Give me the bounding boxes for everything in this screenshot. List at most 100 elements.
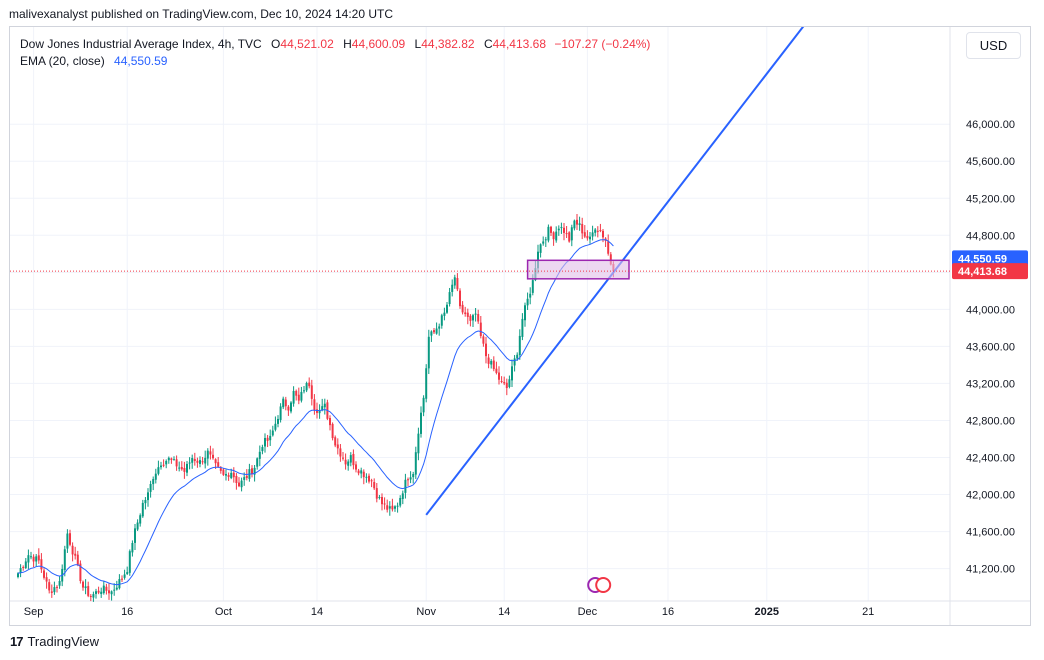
y-tick-label: 45,200.00 bbox=[966, 193, 1015, 205]
candle-body bbox=[360, 470, 363, 474]
y-tick-label: 42,000.00 bbox=[966, 490, 1015, 502]
candle-body bbox=[401, 493, 404, 500]
candle-body bbox=[329, 417, 331, 426]
candle-body bbox=[336, 444, 339, 449]
candle-body bbox=[193, 458, 196, 462]
candle-body bbox=[183, 467, 186, 472]
x-tick-label: Nov bbox=[416, 606, 436, 618]
candle-body bbox=[404, 479, 407, 493]
candle-body bbox=[370, 480, 373, 482]
candle-body bbox=[40, 559, 43, 570]
candle-body bbox=[552, 232, 555, 240]
candle-body bbox=[149, 484, 152, 492]
candle-body bbox=[521, 318, 524, 337]
candle-body bbox=[279, 406, 282, 420]
candle-body bbox=[464, 312, 467, 315]
candle-body bbox=[412, 474, 415, 478]
candle-body bbox=[303, 390, 305, 392]
candle-body bbox=[105, 586, 108, 591]
candle-body bbox=[121, 578, 123, 580]
candle-body bbox=[427, 336, 430, 369]
candle-body bbox=[157, 467, 160, 474]
candle-body bbox=[152, 479, 155, 485]
ema-label[interactable]: EMA (20, close) bbox=[20, 54, 105, 68]
candle-body bbox=[173, 459, 175, 461]
candle-body bbox=[375, 488, 378, 499]
candle-body bbox=[347, 461, 350, 466]
symbol-title[interactable]: Dow Jones Industrial Average Index, 4h, … bbox=[20, 37, 262, 51]
y-tick-label: 42,400.00 bbox=[966, 453, 1015, 465]
last-price-tag-bg bbox=[952, 263, 1028, 280]
candle-body bbox=[438, 326, 441, 329]
candle-body bbox=[368, 475, 370, 482]
candle-body bbox=[277, 418, 279, 424]
tradingview-mark-icon: 17 bbox=[10, 634, 24, 649]
x-tick-label: 2025 bbox=[755, 606, 779, 618]
candle-body bbox=[243, 477, 246, 480]
currency-button[interactable]: USD bbox=[966, 32, 1021, 59]
candle-body bbox=[581, 223, 584, 234]
candle-body bbox=[89, 595, 92, 598]
candle-body bbox=[391, 505, 394, 510]
x-tick-label: Dec bbox=[578, 606, 598, 618]
candle-body bbox=[573, 220, 576, 229]
y-tick-label: 46,000.00 bbox=[966, 119, 1015, 131]
candle-body bbox=[235, 475, 238, 484]
candle-body bbox=[461, 304, 464, 313]
candle-body bbox=[526, 298, 529, 306]
candle-body bbox=[583, 232, 586, 237]
candlestick-chart[interactable]: 41,200.00 41,600.00 42,000.00 42,400.00 42,8… bbox=[10, 27, 1030, 625]
y-tick-label: 43,200.00 bbox=[966, 378, 1015, 390]
candle-body bbox=[321, 406, 324, 411]
candle-body bbox=[136, 522, 139, 530]
economic-event-icon[interactable] bbox=[595, 577, 612, 593]
candle-body bbox=[37, 555, 40, 561]
candle-body bbox=[539, 244, 542, 253]
candle-body bbox=[425, 368, 428, 399]
candle-body bbox=[284, 399, 287, 407]
ema-line bbox=[17, 239, 614, 586]
candle-body bbox=[531, 280, 534, 293]
candle-body bbox=[128, 551, 131, 573]
candle-body bbox=[342, 457, 344, 459]
candle-body bbox=[505, 382, 508, 389]
candle-body bbox=[76, 554, 79, 565]
candle-body bbox=[92, 594, 95, 598]
support-zone[interactable] bbox=[526, 259, 630, 280]
candle-body bbox=[238, 482, 240, 487]
candle-body bbox=[227, 475, 230, 477]
candle-body bbox=[399, 498, 402, 506]
candle-body bbox=[115, 587, 118, 590]
candle-body bbox=[586, 235, 589, 239]
candle-body bbox=[282, 398, 285, 408]
candle-body bbox=[66, 533, 69, 549]
candle-body bbox=[378, 497, 381, 499]
candle-body bbox=[134, 528, 136, 543]
candle-body bbox=[472, 315, 474, 321]
candle-body bbox=[542, 241, 545, 244]
candle-body bbox=[271, 430, 274, 436]
candle-body bbox=[113, 589, 116, 591]
candle-body bbox=[555, 231, 558, 241]
candle-body bbox=[498, 372, 500, 380]
candle-body bbox=[48, 582, 51, 591]
candle-body bbox=[79, 563, 82, 582]
candle-body bbox=[251, 468, 253, 474]
candle-body bbox=[170, 458, 173, 460]
candle-body bbox=[274, 423, 277, 430]
high-value: 44,600.09 bbox=[351, 37, 406, 51]
candle-body bbox=[32, 556, 35, 562]
candle-body bbox=[258, 451, 261, 459]
candle-body bbox=[373, 482, 376, 489]
low-value: 44,382.82 bbox=[421, 37, 475, 51]
candle-body bbox=[19, 568, 22, 573]
candle-body bbox=[53, 587, 56, 593]
candle-body bbox=[256, 458, 259, 467]
x-tick-label: 16 bbox=[121, 606, 133, 618]
candle-body bbox=[453, 277, 456, 286]
tradingview-logo[interactable]: 17 TradingView bbox=[10, 634, 99, 649]
chart-frame[interactable]: 41,200.00 41,600.00 42,000.00 42,400.00 42,8… bbox=[9, 26, 1031, 626]
open-value: 44,521.02 bbox=[280, 37, 334, 51]
x-tick-label: 16 bbox=[662, 606, 674, 618]
candle-body bbox=[71, 545, 74, 555]
